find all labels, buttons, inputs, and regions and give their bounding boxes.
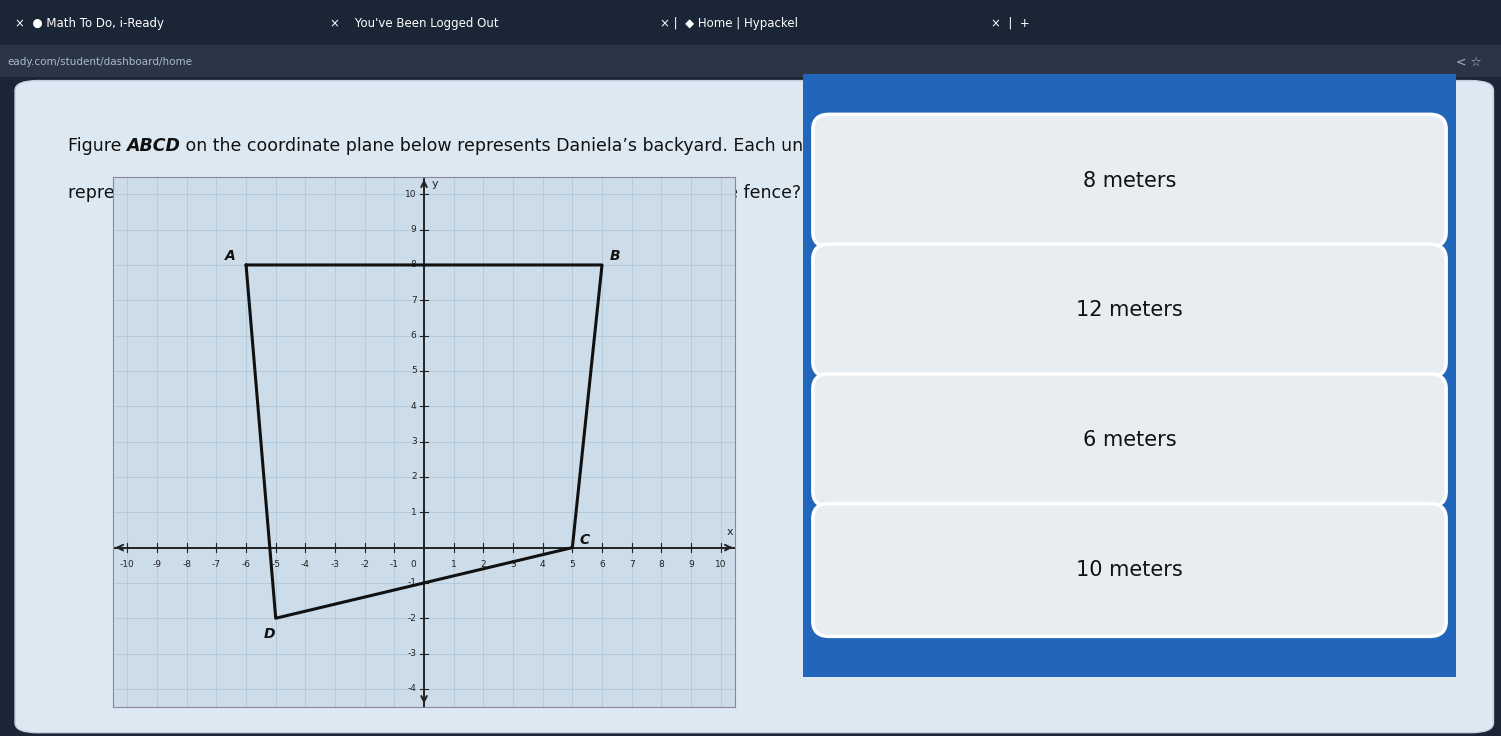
Text: 4: 4 [411, 402, 417, 411]
Text: -7: -7 [212, 560, 221, 569]
Text: 2: 2 [411, 473, 417, 481]
Text: 4: 4 [540, 560, 545, 569]
Text: C: C [579, 533, 590, 547]
FancyBboxPatch shape [814, 503, 1445, 637]
Text: 3: 3 [411, 437, 417, 446]
Text: 5: 5 [569, 560, 575, 569]
Text: eady.com/student/dashboard/home: eady.com/student/dashboard/home [8, 57, 192, 67]
Text: 10: 10 [714, 560, 726, 569]
Text: 8: 8 [659, 560, 665, 569]
Text: 1: 1 [450, 560, 456, 569]
Text: -3: -3 [408, 649, 417, 658]
Text: ×  ● Math To Do, i-Ready: × ● Math To Do, i-Ready [15, 17, 164, 29]
Text: 7: 7 [411, 296, 417, 305]
Text: 10 meters: 10 meters [1076, 560, 1183, 580]
Text: D: D [264, 626, 275, 640]
Text: 7: 7 [629, 560, 635, 569]
Text: B: B [609, 249, 620, 263]
FancyBboxPatch shape [814, 114, 1445, 247]
Text: 8: 8 [411, 261, 417, 269]
Text: 6 meters: 6 meters [1082, 431, 1177, 450]
Text: y: y [431, 179, 438, 188]
Text: 9: 9 [411, 225, 417, 234]
Text: 6: 6 [411, 331, 417, 340]
FancyBboxPatch shape [790, 62, 1469, 689]
Text: ABCD: ABCD [126, 137, 180, 155]
Text: -9: -9 [153, 560, 162, 569]
Text: to point: to point [500, 184, 578, 202]
Text: x: x [726, 527, 732, 537]
Text: on the coordinate plane below represents Daniela’s backyard. Each unit: on the coordinate plane below represents… [180, 137, 815, 155]
Text: -3: -3 [330, 560, 339, 569]
Text: < ☆: < ☆ [1456, 55, 1481, 68]
FancyBboxPatch shape [15, 80, 1493, 733]
Text: -4: -4 [408, 684, 417, 693]
Text: 3: 3 [510, 560, 516, 569]
Text: -1: -1 [408, 578, 417, 587]
Text: -6: -6 [242, 560, 251, 569]
Text: ×    You've Been Logged Out: × You've Been Logged Out [330, 17, 498, 29]
Text: 5: 5 [411, 367, 417, 375]
Text: × |  ◆ Home | Hypackel: × | ◆ Home | Hypackel [660, 17, 799, 29]
Text: -2: -2 [408, 614, 417, 623]
Text: -10: -10 [120, 560, 135, 569]
FancyBboxPatch shape [0, 45, 1501, 77]
Text: 2: 2 [480, 560, 486, 569]
Text: 9: 9 [687, 560, 693, 569]
Text: A: A [488, 184, 500, 202]
Text: -5: -5 [272, 560, 281, 569]
FancyBboxPatch shape [814, 374, 1445, 506]
Text: 6: 6 [599, 560, 605, 569]
FancyBboxPatch shape [814, 244, 1445, 377]
Text: D: D [578, 184, 591, 202]
Text: -8: -8 [182, 560, 191, 569]
Text: -1: -1 [390, 560, 399, 569]
Text: A: A [225, 249, 236, 263]
Text: . How long is the fence?: . How long is the fence? [591, 184, 802, 202]
Text: represents 1 meter. A fence extends from point: represents 1 meter. A fence extends from… [68, 184, 488, 202]
Text: ×  |  +: × | + [991, 17, 1030, 29]
Text: 10: 10 [405, 190, 417, 199]
Text: Figure: Figure [68, 137, 126, 155]
Text: -2: -2 [360, 560, 369, 569]
Text: 0: 0 [411, 560, 417, 569]
Text: 12 meters: 12 meters [1076, 300, 1183, 320]
Text: -4: -4 [300, 560, 309, 569]
Text: 8 meters: 8 meters [1082, 171, 1177, 191]
Text: 1: 1 [411, 508, 417, 517]
